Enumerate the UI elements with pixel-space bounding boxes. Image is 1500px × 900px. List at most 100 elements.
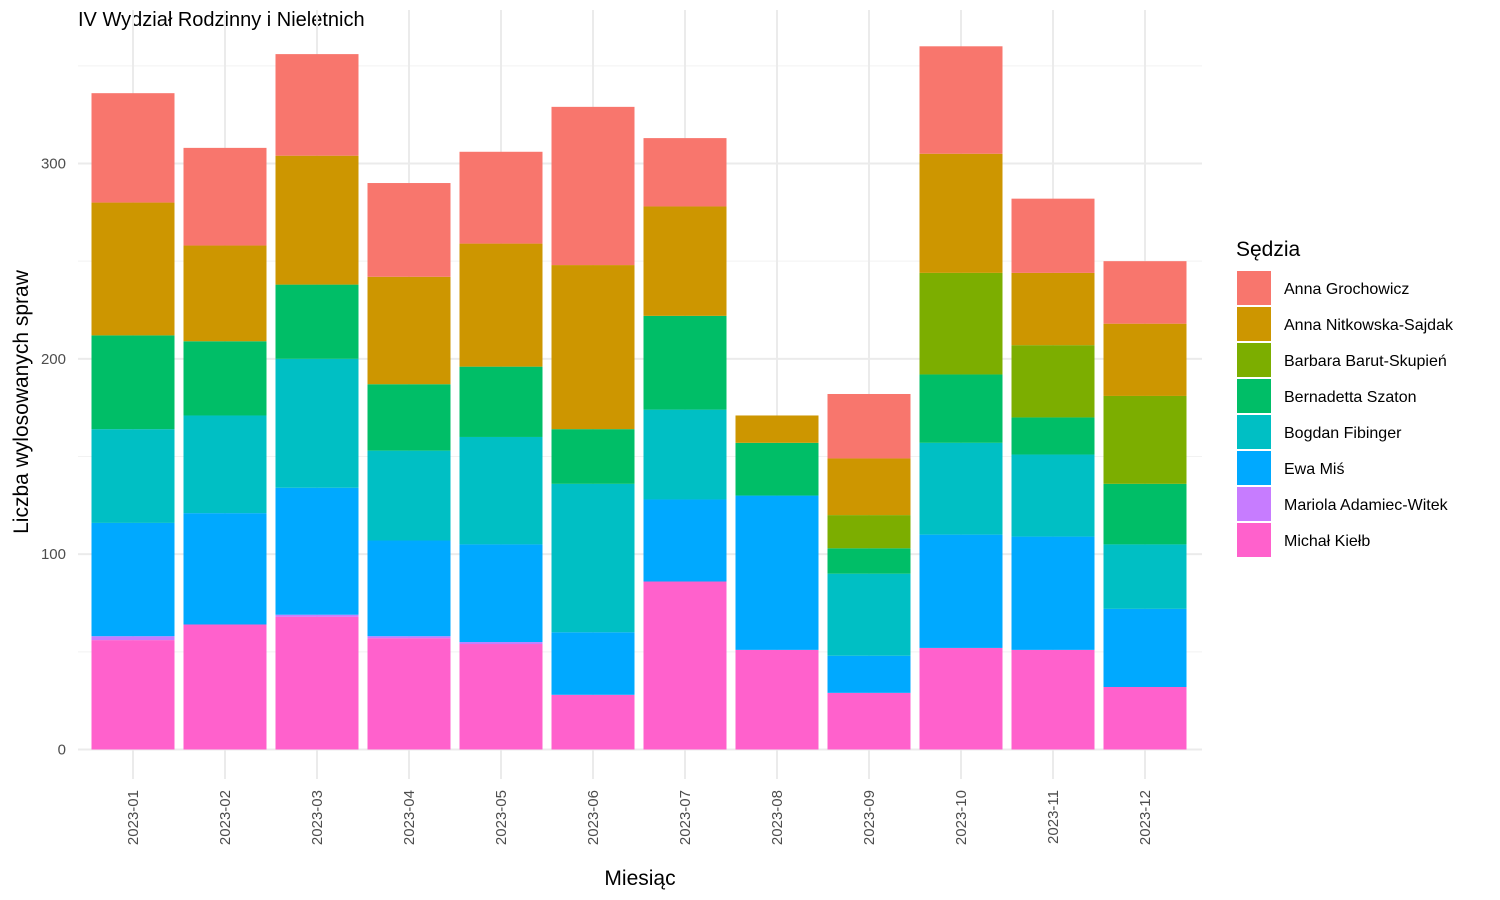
bar-segment [919, 374, 1003, 443]
x-tick-label: 2023-04 [401, 790, 418, 845]
x-tick-label: 2023-10 [953, 790, 970, 845]
legend: Sędzia Anna Grochowicz Anna Nitkowska-Saj… [1236, 238, 1454, 557]
bar-segment [1011, 198, 1095, 273]
x-tick-label: 2023-02 [217, 790, 234, 845]
legend-key [1237, 415, 1271, 449]
bar-segment [919, 534, 1003, 648]
x-tick-label: 2023-03 [309, 790, 326, 845]
bar-segment [367, 183, 451, 277]
bar-segment [1011, 345, 1095, 418]
bar-segment [919, 153, 1003, 273]
bar-segment [367, 450, 451, 541]
bar-segment [183, 147, 267, 246]
bar-segment [1011, 536, 1095, 650]
bar-segment [735, 495, 819, 650]
bar-segment [183, 245, 267, 342]
bar-segment [827, 393, 911, 459]
bar-segment [367, 540, 451, 637]
bar-segment [183, 624, 267, 750]
legend-label: Mariola Adamiec-Witek [1284, 497, 1449, 514]
bar-segment [459, 642, 543, 645]
chart-title: IV Wydział Rodzinny i Nieletnich [78, 9, 365, 31]
x-tick-label: 2023-08 [769, 790, 786, 845]
y-tick-label: 300 [41, 156, 66, 173]
bar-segment [1103, 323, 1187, 396]
bar-segment [643, 409, 727, 500]
legend-label: Michał Kiełb [1284, 533, 1370, 550]
x-tick-label: 2023-11 [1045, 790, 1062, 844]
bar-segment [275, 284, 359, 359]
legend-label: Barbara Barut-Skupień [1284, 353, 1447, 370]
legend-key [1237, 271, 1271, 305]
x-tick-label: 2023-07 [677, 790, 694, 845]
bar-segment [1103, 608, 1187, 687]
bar-segment [459, 366, 543, 437]
legend-label: Bogdan Fibinger [1284, 425, 1402, 442]
bar-segment [183, 513, 267, 625]
bar-segment [919, 647, 1003, 750]
bars-layer [91, 46, 1187, 750]
bar-segment [275, 54, 359, 156]
bar-segment [91, 429, 175, 523]
bar-segment [275, 616, 359, 750]
y-axis-title: Liczba wylosowanych spraw [10, 269, 33, 534]
bar-segment [919, 46, 1003, 154]
bar-segment [643, 315, 727, 410]
bar-segment [459, 544, 543, 643]
bar-segment [367, 636, 451, 639]
bar-segment [275, 487, 359, 615]
bar-segment [551, 106, 635, 266]
bar-segment [643, 499, 727, 582]
x-tick-label: 2023-01 [125, 790, 142, 845]
y-tick-label: 100 [41, 546, 66, 563]
bar-segment [91, 640, 175, 750]
bar-segment [367, 384, 451, 451]
bar-segment [91, 335, 175, 430]
bar-segment [459, 644, 543, 750]
bar-segment [1103, 395, 1187, 484]
bar-segment [275, 155, 359, 285]
bar-segment [367, 276, 451, 385]
bar-segment [1103, 261, 1187, 324]
legend-key [1237, 307, 1271, 341]
y-tick-label: 200 [41, 351, 66, 368]
bar-segment [827, 692, 911, 750]
x-tick-label: 2023-12 [1137, 790, 1154, 845]
bar-segment [827, 655, 911, 693]
x-axis-ticks: 2023-01 2023-02 2023-03 2023-04 2023-05 2023-… [125, 790, 1154, 845]
bar-segment [91, 522, 175, 637]
bar-segment [551, 632, 635, 695]
bar-segment [183, 415, 267, 514]
legend-label: Anna Nitkowska-Sajdak [1284, 317, 1454, 334]
bar-segment [459, 243, 543, 367]
x-tick-label: 2023-06 [585, 790, 602, 845]
bar-segment [827, 573, 911, 656]
bar-segment [1103, 544, 1187, 609]
bar-segment [459, 436, 543, 545]
bar-segment [91, 202, 175, 336]
bar-segment [367, 638, 451, 750]
bar-segment [275, 614, 359, 617]
bar-segment [827, 458, 911, 516]
legend-key [1237, 487, 1271, 521]
bar-segment [551, 265, 635, 430]
bar-segment [735, 649, 819, 750]
bar-segment [919, 272, 1003, 375]
legend-key [1237, 379, 1271, 413]
legend-label: Ewa Miś [1284, 461, 1344, 478]
x-tick-label: 2023-05 [493, 790, 510, 845]
bar-segment [1011, 417, 1095, 455]
bar-segment [551, 483, 635, 633]
bar-segment [459, 151, 543, 244]
bar-segment [551, 694, 635, 750]
legend-key [1237, 451, 1271, 485]
x-tick-label: 2023-09 [861, 790, 878, 845]
bar-segment [91, 636, 175, 641]
bar-segment [91, 93, 175, 203]
legend-key [1237, 523, 1271, 557]
y-axis-ticks: 0 100 200 300 [41, 156, 66, 759]
bar-segment [1011, 454, 1095, 537]
y-tick-label: 0 [58, 742, 66, 759]
bar-segment [643, 206, 727, 316]
bar-segment [551, 429, 635, 484]
